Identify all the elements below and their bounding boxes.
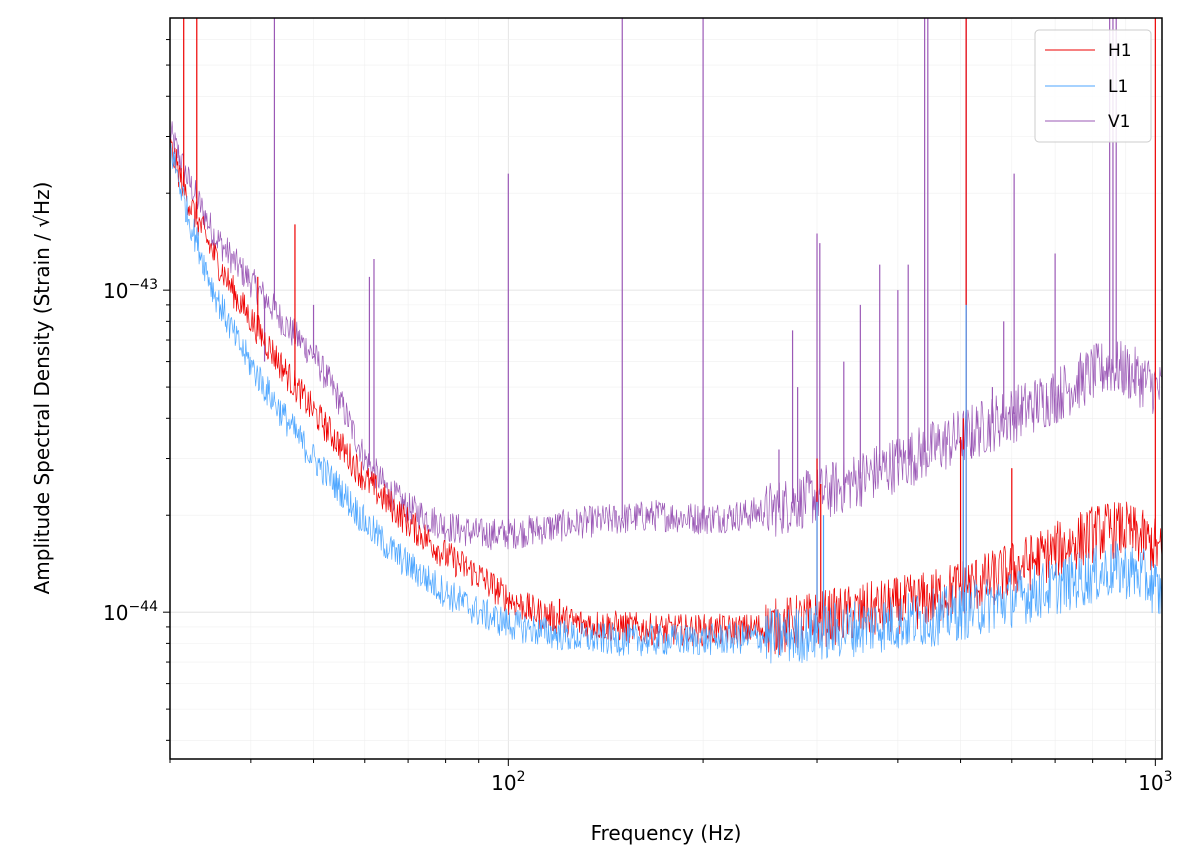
series-line-h1 [170,138,1162,656]
legend-label-v1: V1 [1108,112,1130,132]
legend-label-l1: L1 [1108,77,1128,97]
series-layer [170,18,1162,664]
x-tick-label: 102 [491,769,525,795]
legend-label-h1: H1 [1108,41,1132,61]
axis-ticks: 102 103 10−44 10−43 [103,39,1173,795]
series-line-l1 [170,141,1162,664]
y-axis-label: Amplitude Spectral Density (Strain / √Hz… [30,182,54,595]
y-tick-label: 10−43 [103,277,158,303]
y-tick-label: 10−44 [103,599,158,625]
grid [169,18,1162,759]
series-line-v1 [170,121,1162,551]
x-tick-label: 103 [1138,769,1172,795]
legend: H1 L1 V1 [1034,29,1152,143]
plot-frame [169,17,1163,760]
x-axis-label: Frequency (Hz) [591,821,742,845]
